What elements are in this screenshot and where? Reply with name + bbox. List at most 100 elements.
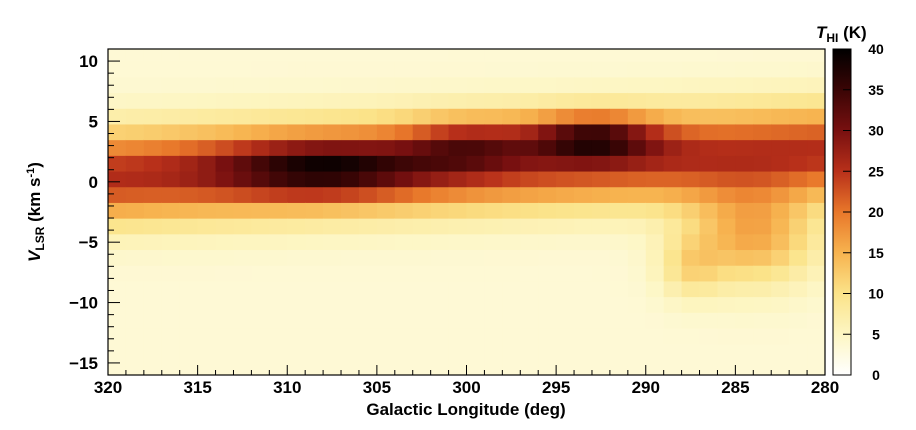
heatmap-cell bbox=[287, 139, 306, 156]
heatmap-cell bbox=[215, 343, 235, 360]
heatmap-cell bbox=[108, 280, 127, 298]
heatmap-cell bbox=[161, 233, 181, 251]
heatmap-cell bbox=[538, 108, 557, 125]
heatmap-cell bbox=[627, 343, 647, 360]
heatmap-cell bbox=[484, 170, 503, 188]
heatmap-cell bbox=[161, 123, 181, 141]
heatmap-cell bbox=[466, 186, 486, 203]
heatmap-cell bbox=[735, 61, 754, 78]
heatmap-cell bbox=[269, 155, 288, 172]
heatmap-cell bbox=[502, 49, 521, 62]
heatmap-cell bbox=[287, 327, 306, 345]
y-axis-title-unit: (km s bbox=[25, 177, 44, 226]
heatmap-cell bbox=[484, 296, 503, 313]
heatmap-cell bbox=[466, 359, 486, 375]
heatmap-cell bbox=[233, 249, 252, 266]
heatmap-cell bbox=[341, 265, 360, 282]
heatmap-cell bbox=[233, 359, 252, 375]
heatmap-cell bbox=[376, 76, 396, 94]
heatmap-cell bbox=[143, 296, 163, 313]
heatmap-cell bbox=[305, 139, 324, 156]
heatmap-cell bbox=[609, 92, 629, 109]
heatmap-cell bbox=[645, 139, 665, 156]
heatmap-cell bbox=[717, 61, 736, 78]
heatmap-cell bbox=[215, 327, 235, 345]
heatmap-cell bbox=[520, 327, 539, 345]
heatmap-cell bbox=[574, 265, 593, 282]
heatmap-cell bbox=[609, 327, 629, 345]
heatmap-cell bbox=[341, 155, 360, 172]
heatmap-cell bbox=[215, 49, 235, 62]
heatmap-cell bbox=[179, 265, 199, 282]
heatmap-cell bbox=[556, 296, 575, 313]
heatmap-cell bbox=[448, 92, 468, 109]
heatmap-cell bbox=[789, 296, 808, 313]
heatmap-cell bbox=[233, 218, 252, 235]
heatmap-cell bbox=[591, 359, 611, 375]
heatmap-cell bbox=[663, 202, 683, 219]
heatmap-cell bbox=[663, 343, 683, 360]
heatmap-cell bbox=[735, 49, 754, 62]
heatmap-cell bbox=[197, 233, 217, 251]
heatmap-cell bbox=[735, 92, 754, 109]
heatmap-cell bbox=[412, 155, 432, 172]
heatmap-cell bbox=[394, 61, 414, 78]
heatmap-cell bbox=[753, 92, 772, 109]
heatmap-cell bbox=[484, 327, 503, 345]
heatmap-cell bbox=[699, 359, 719, 375]
heatmap-cell bbox=[735, 170, 754, 188]
heatmap-cell bbox=[591, 218, 611, 235]
heatmap-cell bbox=[735, 296, 754, 313]
heatmap-cell bbox=[663, 170, 683, 188]
heatmap-cell bbox=[448, 123, 468, 141]
y-axis-title-main: V bbox=[25, 249, 44, 262]
heatmap-cell bbox=[215, 139, 235, 156]
heatmap-cell bbox=[574, 296, 593, 313]
heatmap-cell bbox=[448, 359, 468, 375]
heatmap-cell bbox=[771, 49, 790, 62]
heatmap-cell bbox=[269, 123, 288, 141]
heatmap-cell bbox=[771, 312, 790, 329]
heatmap-cell bbox=[466, 61, 486, 78]
heatmap-cell bbox=[484, 249, 503, 266]
heatmap-cell bbox=[645, 327, 665, 345]
heatmap-cell bbox=[412, 280, 432, 298]
heatmap-cell bbox=[215, 359, 235, 375]
heatmap-cell bbox=[358, 202, 378, 219]
heatmap-cell bbox=[376, 312, 396, 329]
heatmap-cell bbox=[663, 249, 683, 266]
x-axis: 320 315 310 305 300 295 290 285 280 bbox=[94, 365, 839, 397]
heatmap-cell bbox=[394, 123, 414, 141]
heatmap-cell bbox=[771, 108, 790, 125]
heatmap-cell bbox=[430, 76, 450, 94]
heatmap-cell bbox=[430, 265, 450, 282]
heatmap-cell bbox=[233, 233, 252, 251]
heatmap-cell bbox=[484, 139, 503, 156]
heatmap-cell bbox=[323, 61, 342, 78]
heatmap-cell bbox=[574, 312, 593, 329]
heatmap-cell bbox=[807, 327, 825, 345]
heatmap-cell bbox=[520, 108, 539, 125]
heatmap-cell bbox=[627, 139, 647, 156]
heatmap-cell bbox=[771, 359, 790, 375]
heatmap-cell bbox=[358, 343, 378, 360]
heatmap-cell bbox=[143, 139, 163, 156]
heatmap-cell bbox=[789, 170, 808, 188]
heatmap-cell bbox=[197, 76, 217, 94]
heatmap-cell bbox=[609, 249, 629, 266]
heatmap-cell bbox=[358, 312, 378, 329]
heatmap-cell bbox=[323, 265, 342, 282]
heatmap-cell bbox=[412, 139, 432, 156]
heatmap-cell bbox=[269, 108, 288, 125]
heatmap-cell bbox=[430, 139, 450, 156]
heatmap-cell bbox=[358, 249, 378, 266]
heatmap-cell bbox=[681, 265, 701, 282]
heatmap-cell bbox=[717, 170, 736, 188]
heatmap-cell bbox=[412, 92, 432, 109]
heatmap-cell bbox=[125, 49, 145, 62]
heatmap-cell bbox=[161, 343, 181, 360]
heatmap-cell bbox=[663, 359, 683, 375]
heatmap-cell bbox=[251, 139, 270, 156]
heatmap-cell bbox=[789, 359, 808, 375]
